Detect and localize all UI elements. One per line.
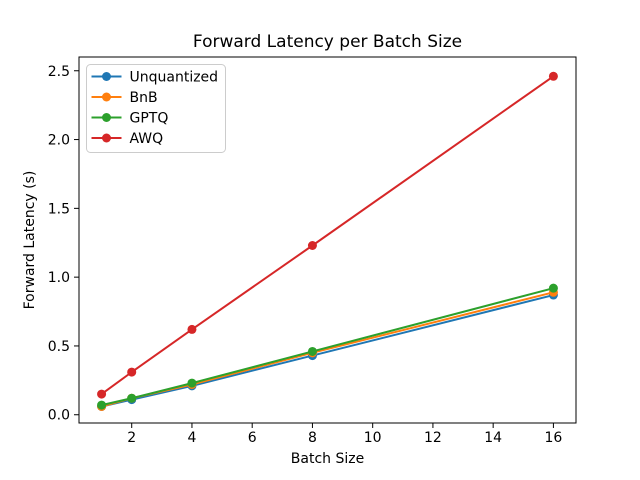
y-axis-label: Forward Latency (s) — [22, 170, 38, 310]
data-point-gptq-4 — [187, 378, 197, 388]
x-tick-label: 12 — [424, 430, 442, 446]
data-point-awq-8 — [307, 241, 317, 251]
data-point-awq-1 — [97, 389, 107, 399]
y-tick-label: 0.5 — [48, 339, 70, 355]
legend-label-awq: AWQ — [130, 131, 164, 147]
legend-entry-bnb: BnB — [91, 90, 158, 106]
legend-marker — [102, 133, 111, 143]
data-point-gptq-1 — [97, 400, 107, 410]
legend-marker — [102, 72, 111, 81]
data-point-awq-4 — [187, 324, 197, 334]
x-tick-label: 8 — [308, 430, 317, 446]
legend-box — [86, 64, 226, 153]
series-awq — [97, 71, 558, 399]
y-tick-label: 0.0 — [48, 408, 70, 424]
x-tick-label: 14 — [484, 430, 502, 446]
legend-label-bnb: BnB — [130, 90, 158, 106]
y-tick-label: 1.5 — [48, 201, 70, 217]
series-gptq — [97, 283, 558, 410]
y-axis: 0.0 0.5 1.0 1.5 2.0 2.5 — [48, 64, 79, 424]
x-tick-label: 2 — [127, 430, 136, 446]
legend-label-unquantized: Unquantized — [130, 70, 219, 86]
chart-title: Forward Latency per Batch Size — [192, 32, 463, 52]
legend-marker — [102, 92, 111, 102]
data-point-gptq-16 — [548, 283, 558, 293]
legend-entry-awq: AWQ — [91, 131, 164, 147]
x-axis-label: Batch Size — [290, 451, 365, 467]
legend: Unquantized BnB GPTQ AWQ — [86, 64, 226, 153]
y-tick-label: 1.0 — [48, 270, 70, 286]
legend-label-gptq: GPTQ — [130, 111, 169, 127]
legend-marker — [102, 113, 111, 122]
legend-entry-gptq: GPTQ — [91, 111, 169, 127]
legend-entry-unquantized: Unquantized — [91, 70, 219, 86]
x-tick-label: 4 — [187, 430, 196, 446]
y-tick-label: 2.5 — [48, 64, 70, 80]
x-tick-label: 10 — [364, 430, 382, 446]
data-point-gptq-2 — [127, 393, 137, 403]
y-tick-label: 2.0 — [48, 133, 70, 149]
data-point-awq-2 — [127, 367, 137, 377]
data-point-gptq-8 — [307, 346, 317, 356]
x-tick-label: 16 — [544, 430, 562, 446]
x-tick-label: 6 — [248, 430, 257, 446]
data-point-awq-16 — [548, 71, 558, 81]
x-axis: 2 4 6 8 10 12 14 16 — [127, 423, 562, 446]
